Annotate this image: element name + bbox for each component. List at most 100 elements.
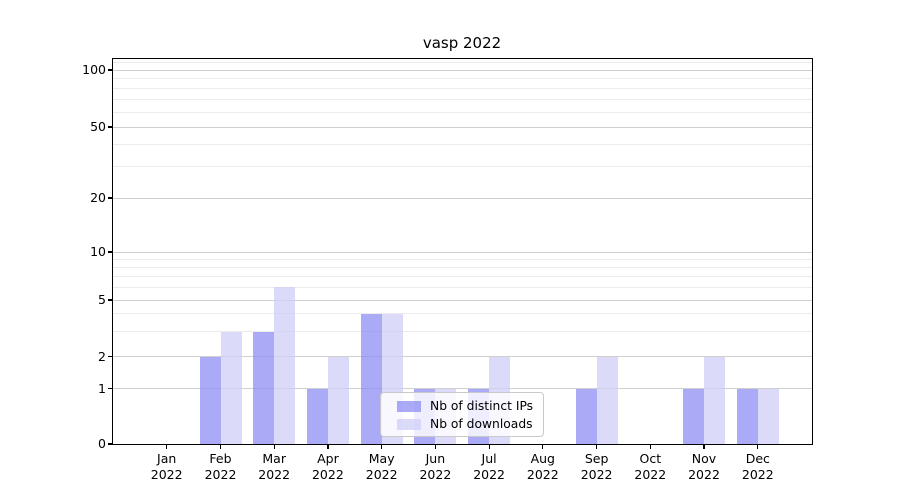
bar-distinct-ips — [575, 388, 597, 444]
major-gridline — [113, 299, 812, 301]
x-tick-label: Apr 2022 — [296, 451, 360, 482]
y-tick-mark — [107, 69, 112, 71]
x-tick-label: Aug 2022 — [511, 451, 575, 482]
y-tick-label: 10 — [90, 244, 106, 259]
major-gridline — [113, 197, 812, 199]
x-tick-year: 2022 — [311, 466, 344, 482]
bar-distinct-ips — [199, 356, 221, 444]
major-gridline — [113, 251, 812, 253]
x-tick-mark — [595, 445, 598, 450]
x-tick-year: 2022 — [634, 466, 667, 482]
x-tick-mark — [273, 445, 275, 450]
major-gridline — [113, 69, 812, 71]
x-tick-year: 2022 — [526, 466, 559, 482]
minor-gridline — [113, 98, 812, 100]
bar-distinct-ips — [253, 331, 275, 444]
y-tick-mark — [107, 443, 112, 445]
x-tick-label: Dec 2022 — [726, 451, 790, 482]
minor-gridline — [113, 166, 812, 168]
bar-downloads — [327, 356, 349, 444]
minor-gridline — [113, 78, 812, 80]
x-tick-month: Jun — [425, 451, 446, 466]
bottom-axis-spine — [111, 444, 813, 446]
x-tick-month: Jul — [481, 451, 497, 466]
x-tick-month: Dec — [745, 451, 770, 466]
y-tick-label: 100 — [82, 62, 106, 77]
y-tick-label: 0 — [98, 436, 106, 451]
x-tick-mark — [434, 445, 436, 450]
x-tick-year: 2022 — [741, 466, 774, 482]
x-tick-year: 2022 — [150, 466, 183, 482]
x-tick-year: 2022 — [688, 466, 720, 482]
x-tick-label: Feb 2022 — [189, 451, 253, 482]
x-tick-month: Apr — [317, 451, 339, 466]
x-tick-year: 2022 — [365, 466, 398, 482]
x-tick-mark — [757, 445, 759, 450]
x-tick-month: Sep — [584, 451, 609, 466]
minor-gridline — [113, 267, 812, 268]
bar-distinct-ips — [306, 388, 328, 444]
minor-gridline — [113, 258, 812, 260]
bar-downloads — [757, 388, 779, 444]
left-axis-spine — [111, 57, 113, 446]
minor-gridline — [113, 143, 812, 145]
x-tick-mark — [381, 445, 383, 450]
legend-label: Nb of distinct IPs — [430, 399, 534, 413]
x-tick-mark — [219, 445, 222, 450]
minor-gridline — [113, 331, 812, 332]
x-tick-label: Nov 2022 — [672, 451, 736, 482]
x-tick-month: Oct — [639, 451, 662, 466]
major-gridline — [113, 126, 812, 128]
bar-downloads — [704, 356, 725, 444]
y-tick-label: 20 — [90, 190, 106, 205]
x-tick-month: May — [368, 451, 395, 466]
y-tick-mark — [107, 355, 112, 358]
x-tick-year: 2022 — [473, 466, 505, 482]
x-tick-label: Jan 2022 — [135, 451, 199, 482]
top-axis-spine — [111, 57, 813, 59]
x-tick-month: Mar — [262, 451, 286, 466]
minor-gridline — [113, 111, 812, 113]
x-tick-mark — [327, 445, 329, 450]
bar-downloads — [274, 287, 296, 444]
minor-gridline — [113, 313, 812, 315]
x-tick-mark — [488, 445, 490, 450]
bar-downloads — [596, 356, 618, 444]
y-tick-mark — [107, 197, 112, 199]
x-tick-label: Mar 2022 — [242, 451, 306, 482]
x-tick-month: Nov — [691, 451, 717, 466]
major-gridline — [113, 388, 812, 389]
y-tick-label: 1 — [98, 380, 106, 396]
y-tick-mark — [107, 126, 112, 128]
minor-gridline — [113, 62, 812, 63]
x-tick-year: 2022 — [419, 466, 452, 482]
x-tick-year: 2022 — [204, 466, 237, 482]
x-tick-label: Jul 2022 — [457, 451, 521, 482]
bar-downloads — [220, 331, 242, 444]
bar-distinct-ips — [360, 313, 382, 444]
y-tick-label: 5 — [98, 292, 106, 307]
legend-label: Nb of downloads — [430, 417, 533, 431]
y-tick-mark — [107, 387, 112, 390]
x-tick-label: Sep 2022 — [565, 451, 629, 482]
legend: Nb of distinct IPs Nb of downloads — [380, 392, 544, 437]
x-tick-month: Aug — [530, 451, 555, 466]
legend-item: Nb of distinct IPs — [397, 398, 535, 414]
chart-title: vasp 2022 — [422, 34, 502, 52]
bar-distinct-ips — [683, 388, 704, 444]
legend-swatch-downloads — [397, 418, 421, 430]
minor-gridline — [113, 87, 812, 89]
y-tick-label: 2 — [98, 348, 106, 364]
y-tick-mark — [107, 299, 112, 301]
x-tick-mark — [649, 445, 651, 450]
right-axis-spine — [811, 57, 813, 446]
legend-item: Nb of downloads — [397, 416, 535, 432]
x-tick-month: Feb — [209, 451, 232, 466]
x-tick-year: 2022 — [258, 466, 291, 482]
x-tick-mark — [542, 445, 544, 450]
minor-gridline — [113, 286, 812, 288]
legend-swatch-distinct-ips — [397, 400, 421, 412]
bar-distinct-ips — [736, 388, 758, 444]
x-tick-month: Jan — [157, 451, 177, 466]
